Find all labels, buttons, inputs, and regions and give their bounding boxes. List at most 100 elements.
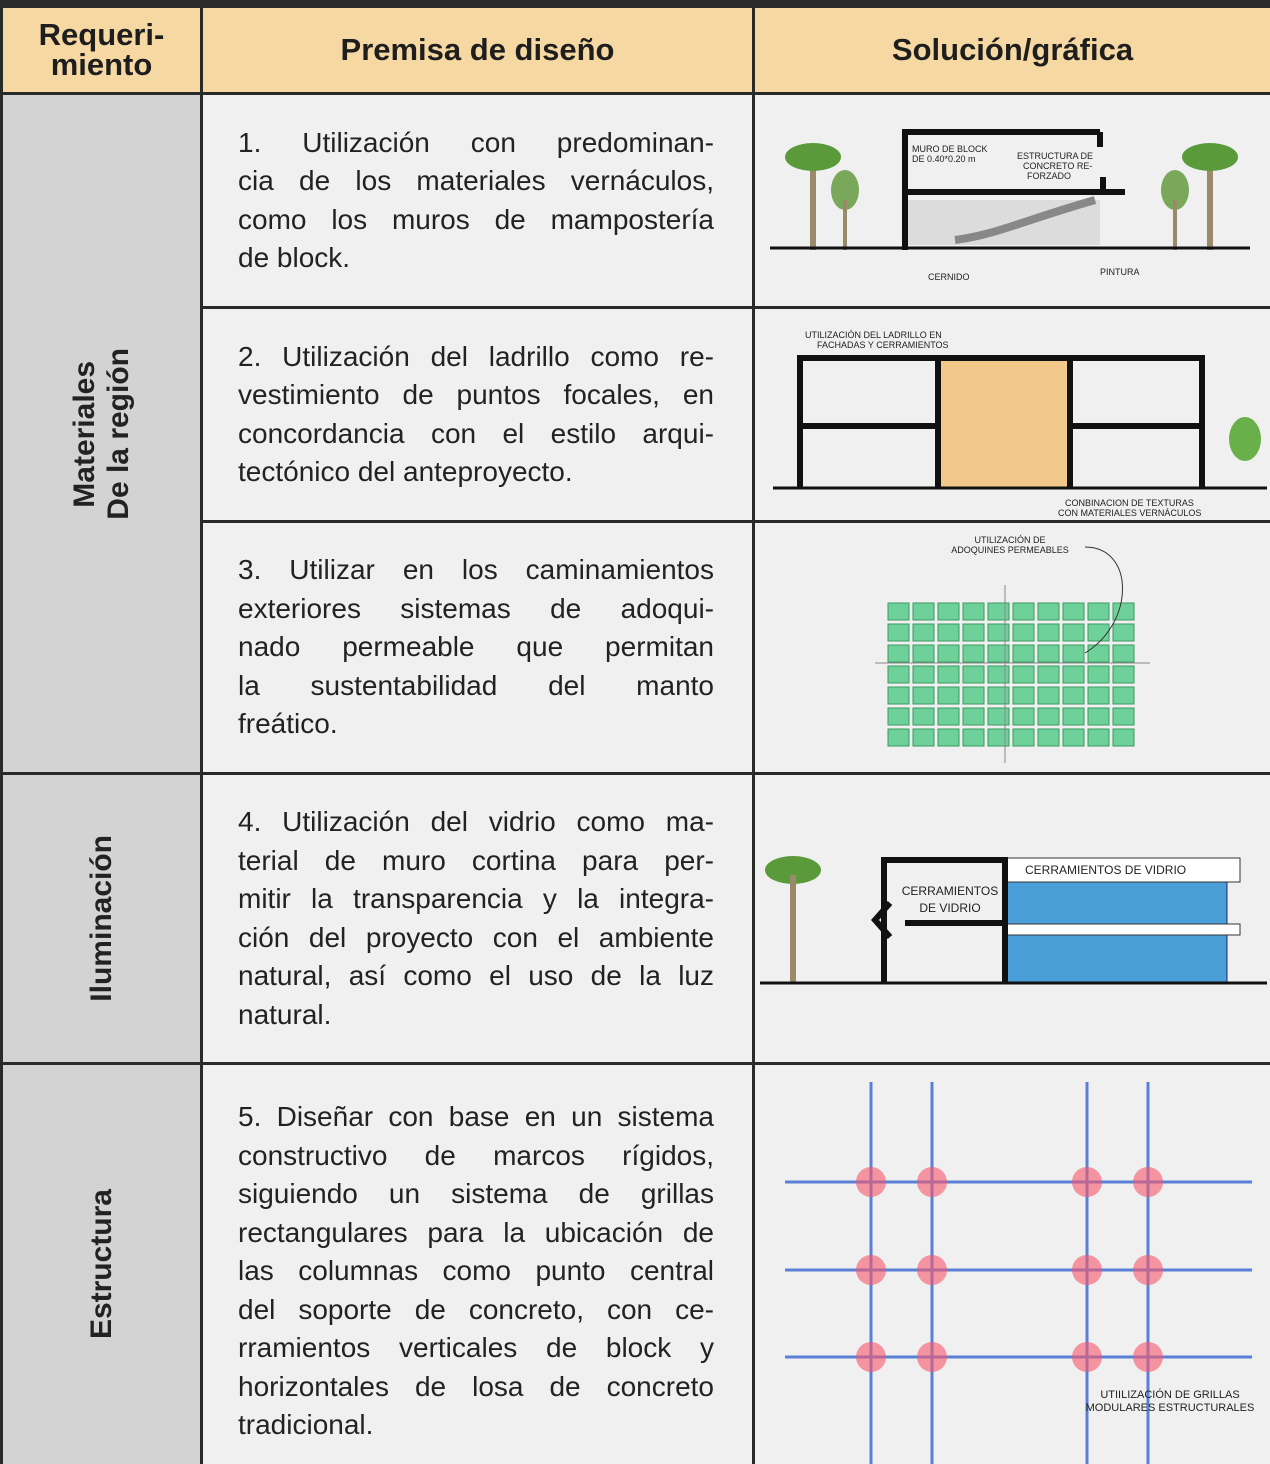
column (1133, 1342, 1163, 1372)
premise: 4. Utilización del vidrio como ma-terial… (238, 803, 714, 1034)
paver (912, 644, 935, 663)
palm-tree (785, 143, 1238, 250)
paver (1112, 728, 1135, 747)
figure-label: UTILIZACIÓN DEL LADRILLO EN (805, 330, 942, 340)
paver (1062, 665, 1085, 684)
paver (1062, 728, 1085, 747)
paver (1037, 644, 1060, 663)
premise-line: natural. (238, 998, 332, 1030)
paver (962, 623, 985, 642)
figure-label: MODULARES ESTRUCTURALES (1086, 1402, 1255, 1414)
paver (887, 686, 910, 705)
section (881, 857, 1008, 982)
paver (987, 728, 1010, 747)
paver (912, 665, 935, 684)
figure-label: ESTRUCTURA DE (1017, 151, 1093, 161)
paver (1087, 644, 1110, 663)
figure-cell: UTILIZACIÓN DEL LADRILLO EN FACHADAS Y C… (755, 309, 1270, 520)
paver (1012, 665, 1035, 684)
premise-line: 5. Diseñar con base en un sistema (238, 1101, 714, 1133)
figure-label: UTILIZACIÓN DE (974, 535, 1045, 545)
paver (937, 665, 960, 684)
paver (912, 602, 935, 621)
paver (1062, 623, 1085, 642)
premise-line: mitir la transparencia y la integra- (238, 883, 714, 914)
figure-label: ADOQUINES PERMEABLES (951, 545, 1069, 555)
premise-line: terial de muro cortina para per- (238, 844, 714, 876)
paver (937, 644, 960, 663)
paver (1037, 686, 1060, 705)
premise-line: rectangulares para la ubicación de (238, 1216, 714, 1248)
paver (937, 707, 960, 726)
paver (987, 602, 1010, 621)
paver (1062, 602, 1085, 621)
slab (1004, 923, 1241, 936)
paver (1087, 707, 1110, 726)
paver (1012, 707, 1035, 726)
paver (987, 665, 1010, 684)
figure-label: DE 0.40*0.20 m (912, 154, 976, 164)
paver (1112, 686, 1135, 705)
figure-label: CONCRETO RE- (1023, 161, 1092, 171)
column (1133, 1255, 1163, 1285)
header-text: miento (50, 47, 153, 82)
column (856, 1255, 886, 1285)
premise-line: concordancia con el estilo arqui- (238, 417, 714, 449)
group-cell: Estructura (3, 1065, 200, 1464)
glass (1004, 934, 1228, 983)
paver (1087, 623, 1110, 642)
premise-line: 1. Utilización con predominan- (238, 126, 714, 158)
premise-line: siguiendo un sistema de grillas (238, 1178, 714, 1210)
paver (1012, 623, 1035, 642)
premise-line: constructivo de marcos rígidos, (238, 1139, 714, 1171)
paver (1112, 644, 1135, 663)
figure-label: CERRAMIENTOS DE VIDRIO (1025, 863, 1186, 877)
paver (887, 623, 910, 642)
paver (1037, 602, 1060, 621)
header-cell: Solución/gráfica (755, 8, 1270, 92)
premise-line: de block. (238, 242, 351, 273)
figure: UTIILIZACIÓN DE GRILLAS MODULARES ESTRUC… (785, 1082, 1255, 1464)
figure: CERRAMIENTOS DE VIDRIO CERRAMIENTOS DE V… (760, 856, 1267, 985)
paver (1037, 623, 1060, 642)
glass (1004, 881, 1228, 925)
premise-line: ción del proyecto con el ambiente (238, 921, 714, 953)
figure-cell: CERRAMIENTOS DE VIDRIO CERRAMIENTOS DE V… (755, 775, 1270, 1062)
tree (1229, 417, 1261, 461)
figure-label: FORZADO (1027, 171, 1071, 181)
group-label: Estructura (84, 1189, 118, 1340)
section (902, 129, 1125, 250)
premise-line: freático. (238, 708, 338, 740)
paver (987, 623, 1010, 642)
premise-cell: 2. Utilización del ladrillo como re-vest… (203, 309, 752, 520)
guide-line (875, 585, 1150, 763)
premise-line: horizontales de losa de concreto (238, 1370, 714, 1402)
figure-cell: UTIILIZACIÓN DE GRILLAS MODULARES ESTRUC… (755, 1065, 1270, 1464)
paver (962, 644, 985, 663)
header-text: Solución/gráfica (891, 32, 1134, 67)
wall-detail (954, 196, 1097, 244)
premise-line: 4. Utilización del vidrio como ma- (238, 806, 714, 837)
paver (1062, 686, 1085, 705)
group-label: Iluminación (84, 835, 118, 1002)
paver (1012, 686, 1035, 705)
premise-line: vestimiento de puntos focales, en (238, 379, 714, 410)
premise: 5. Diseñar con base en un sistema constru… (238, 1098, 714, 1445)
premise-line: natural, así como el uso de la luz (238, 960, 714, 991)
paver (937, 686, 960, 705)
palm-trunk (790, 875, 796, 982)
figure: MURO DE BLOCK DE 0.40*0.20 m ESTRUCTURA … (770, 129, 1250, 282)
paver (962, 728, 985, 747)
paver (962, 602, 985, 621)
figure: UTILIZACIÓN DEL LADRILLO EN FACHADAS Y C… (773, 330, 1267, 518)
paver (887, 665, 910, 684)
paver (937, 602, 960, 621)
header-text: Requeri- (38, 17, 165, 52)
group-cell: Materiales De la región (3, 95, 200, 772)
column (856, 1167, 886, 1197)
brick-panel (938, 358, 1070, 488)
paver (912, 728, 935, 747)
paver (912, 686, 935, 705)
paver (987, 686, 1010, 705)
